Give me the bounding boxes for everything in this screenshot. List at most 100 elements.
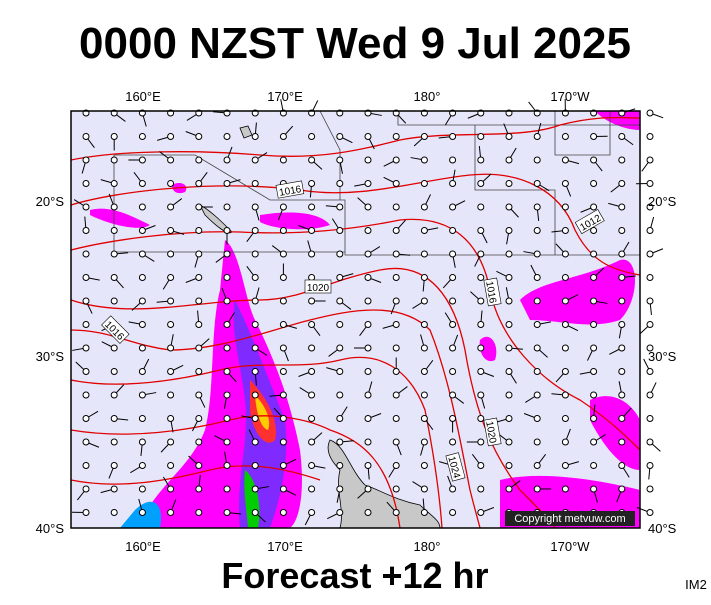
station — [83, 181, 89, 187]
station — [562, 439, 568, 445]
station — [506, 275, 512, 281]
station — [506, 345, 512, 351]
station — [365, 228, 371, 234]
station — [365, 275, 371, 281]
station — [478, 369, 484, 375]
station — [534, 322, 540, 328]
station — [168, 369, 174, 375]
station — [252, 181, 258, 187]
station — [139, 134, 145, 140]
station — [280, 275, 286, 281]
station — [252, 275, 258, 281]
station — [591, 416, 597, 422]
station — [280, 134, 286, 140]
station — [252, 416, 258, 422]
station — [337, 228, 343, 234]
station — [619, 134, 625, 140]
station — [421, 510, 427, 516]
latitude-label-right: 20°S — [648, 194, 677, 209]
station — [196, 463, 202, 469]
station — [196, 251, 202, 257]
station — [252, 251, 258, 257]
station — [534, 204, 540, 210]
station — [450, 510, 456, 516]
station — [139, 345, 145, 351]
station — [252, 345, 258, 351]
station — [83, 439, 89, 445]
station — [534, 345, 540, 351]
station — [421, 369, 427, 375]
station — [506, 298, 512, 304]
longitude-label-bottom: 180° — [414, 539, 441, 554]
map-area — [71, 99, 663, 528]
station — [478, 345, 484, 351]
station — [534, 439, 540, 445]
station — [562, 345, 568, 351]
station — [365, 322, 371, 328]
station — [224, 134, 230, 140]
station — [534, 228, 540, 234]
station — [619, 486, 625, 492]
station — [450, 134, 456, 140]
station — [393, 510, 399, 516]
station — [478, 416, 484, 422]
station — [365, 369, 371, 375]
station — [224, 345, 230, 351]
station — [619, 275, 625, 281]
station — [562, 463, 568, 469]
station — [280, 486, 286, 492]
station — [252, 204, 258, 210]
station — [280, 345, 286, 351]
station — [196, 392, 202, 398]
station — [139, 251, 145, 257]
map-title: 0000 NZST Wed 9 Jul 2025 — [79, 19, 631, 68]
station — [450, 157, 456, 163]
station — [647, 157, 653, 163]
station — [252, 392, 258, 398]
station — [534, 369, 540, 375]
station — [506, 204, 512, 210]
station — [506, 486, 512, 492]
station — [83, 463, 89, 469]
station — [619, 181, 625, 187]
station — [506, 322, 512, 328]
station — [280, 204, 286, 210]
station — [506, 181, 512, 187]
station — [139, 228, 145, 234]
station — [280, 251, 286, 257]
station — [252, 439, 258, 445]
station — [421, 463, 427, 469]
station — [224, 204, 230, 210]
station — [168, 228, 174, 234]
station — [280, 463, 286, 469]
station — [450, 322, 456, 328]
station — [506, 463, 512, 469]
station — [562, 204, 568, 210]
station — [506, 134, 512, 140]
station — [591, 322, 597, 328]
station — [111, 345, 117, 351]
station — [393, 463, 399, 469]
station — [337, 204, 343, 210]
station — [139, 510, 145, 516]
station — [309, 369, 315, 375]
station — [393, 322, 399, 328]
station — [534, 251, 540, 257]
station — [337, 275, 343, 281]
station — [168, 134, 174, 140]
station — [562, 416, 568, 422]
station — [224, 369, 230, 375]
station — [168, 157, 174, 163]
station — [647, 134, 653, 140]
station — [591, 486, 597, 492]
station — [421, 345, 427, 351]
station — [591, 204, 597, 210]
station — [139, 181, 145, 187]
station — [450, 251, 456, 257]
station — [280, 322, 286, 328]
station — [83, 416, 89, 422]
station — [83, 392, 89, 398]
station — [337, 463, 343, 469]
station — [83, 510, 89, 516]
station — [196, 134, 202, 140]
